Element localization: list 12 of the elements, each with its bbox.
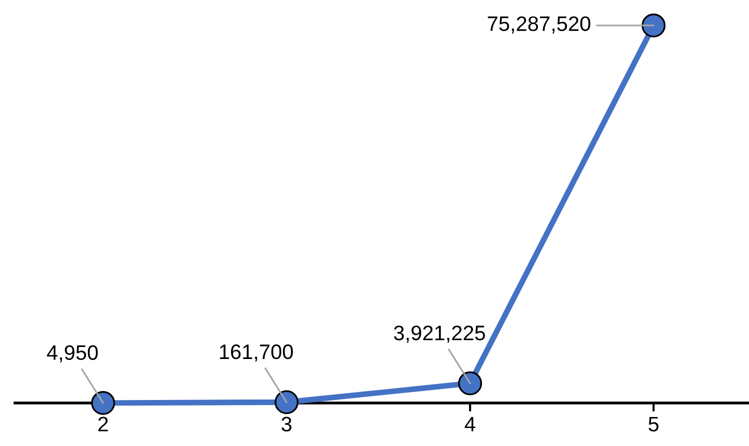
x-tick-label: 4: [464, 416, 476, 432]
data-label: 75,287,520: [488, 16, 590, 34]
x-tick-label: 5: [648, 416, 658, 432]
point: [274, 390, 299, 414]
data-label: 4,950: [46, 345, 98, 362]
point: [458, 371, 482, 396]
data-label: 161,700: [220, 344, 293, 362]
point: [91, 391, 116, 415]
x-tick-label: 3: [282, 416, 292, 432]
x-tick-label: 2: [98, 416, 108, 432]
data-label: 3,921,225: [394, 326, 485, 343]
point: [642, 14, 666, 38]
